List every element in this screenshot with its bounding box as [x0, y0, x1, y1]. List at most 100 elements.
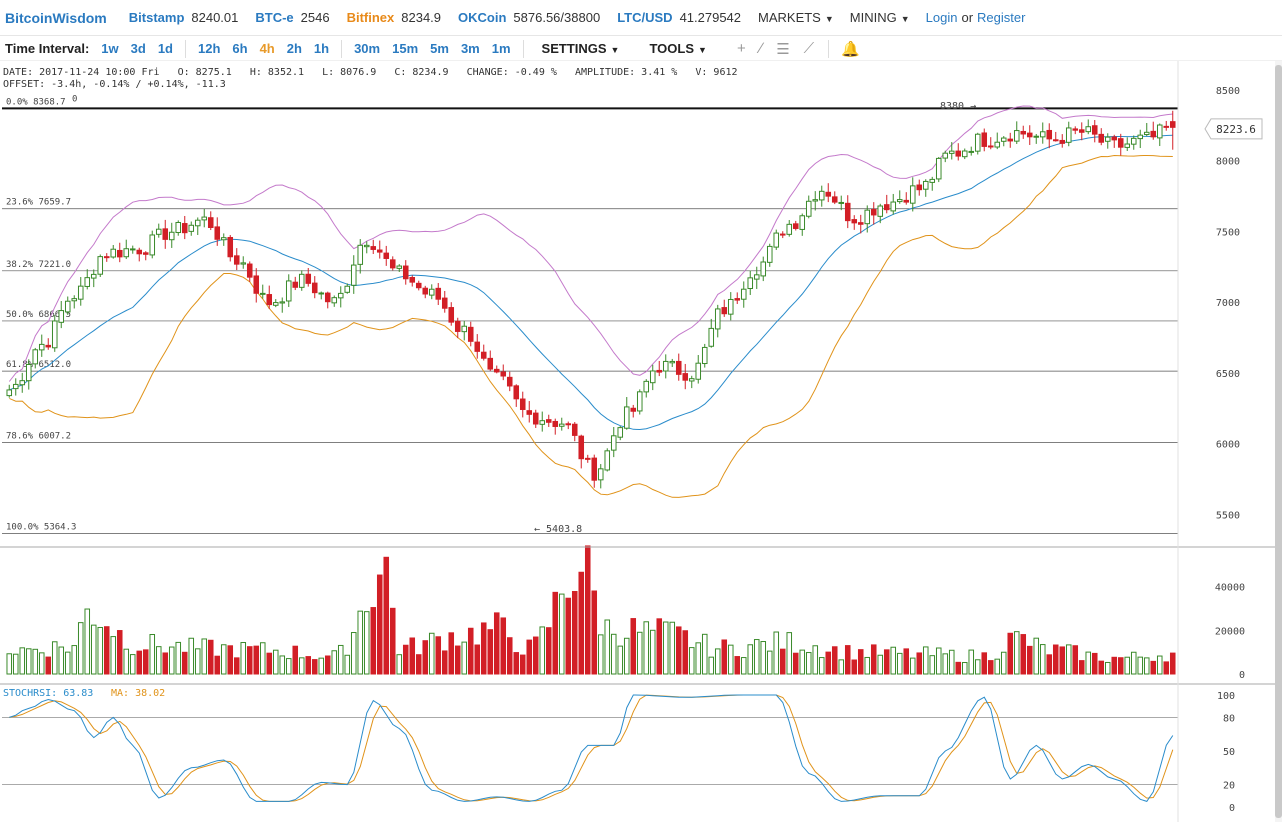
candle — [571, 422, 578, 442]
interval-4h[interactable]: 4h — [259, 41, 275, 56]
volume-bar — [409, 637, 416, 675]
lower-band-line — [9, 154, 1173, 498]
horizontal-lines-icon[interactable]: ☰ — [776, 40, 790, 58]
tools-label: TOOLS — [649, 41, 695, 56]
candle-body — [90, 273, 97, 279]
candle-body — [272, 302, 279, 306]
candle-body — [864, 209, 871, 225]
volume-bar — [1007, 632, 1014, 675]
volume-bar — [188, 637, 195, 675]
candle — [90, 269, 97, 288]
candle-body — [1059, 139, 1066, 144]
interval-12h[interactable]: 12h — [197, 41, 221, 56]
interval-6h[interactable]: 6h — [232, 41, 248, 56]
candle — [97, 254, 104, 277]
volume-bar — [474, 644, 481, 675]
candle — [604, 448, 611, 472]
volume-bar — [727, 644, 734, 675]
candle — [77, 277, 84, 306]
current-price-label: 8223.6 — [1216, 123, 1256, 136]
candle — [519, 391, 526, 418]
candle-body — [1020, 130, 1027, 135]
toolbar-divider — [828, 39, 830, 58]
interval-1h[interactable]: 1h — [313, 41, 330, 56]
exchange-name-ltc-usd[interactable]: LTC/USD — [617, 10, 673, 25]
candle-body — [396, 265, 403, 269]
rsi-tick-label: 50 — [1223, 747, 1235, 758]
candle-body — [513, 385, 520, 400]
candle-body — [610, 435, 617, 451]
volume-bar — [565, 597, 572, 675]
candle-body — [994, 141, 1001, 148]
volume-bar — [110, 636, 117, 675]
login-link[interactable]: Login — [925, 10, 958, 25]
interval-2h[interactable]: 2h — [286, 41, 302, 56]
candle-body — [435, 287, 442, 300]
price-tick-label: 6500 — [1216, 369, 1240, 380]
candle-body — [77, 285, 84, 300]
fib-tool-icon[interactable]: ⟋ — [803, 40, 815, 57]
candle-body — [38, 343, 45, 351]
candle — [188, 221, 195, 236]
mining-menu[interactable]: MINING ▼ — [850, 10, 910, 25]
candle — [194, 217, 201, 236]
volume-bar — [1046, 654, 1053, 675]
candle — [662, 354, 669, 379]
candle-body — [1124, 143, 1131, 148]
settings-dropdown[interactable]: SETTINGS ▼ — [542, 41, 620, 56]
volume-bar — [279, 655, 286, 675]
site-logo[interactable]: BitcoinWisdom — [5, 9, 107, 26]
volume-bar — [272, 649, 279, 675]
candle — [844, 195, 851, 229]
candle — [896, 190, 903, 204]
exchange-name-okcoin[interactable]: OKCoin — [458, 10, 507, 25]
candle — [584, 454, 591, 463]
candle — [428, 284, 435, 300]
volume-bar — [922, 646, 929, 675]
interval-3d[interactable]: 3d — [130, 41, 146, 56]
candle — [441, 290, 448, 313]
volume-bar — [123, 648, 130, 675]
candle — [1091, 120, 1098, 143]
volume-bars: 0 20000 40000 — [6, 545, 1245, 681]
interval-3m[interactable]: 3m — [460, 41, 480, 56]
interval-15m[interactable]: 15m — [392, 41, 419, 56]
scrollbar-thumb[interactable] — [1275, 65, 1282, 818]
interval-30m[interactable]: 30m — [354, 41, 381, 56]
candle — [220, 233, 227, 246]
volume-bar — [1000, 651, 1007, 675]
exchange-name-bitstamp[interactable]: Bitstamp — [128, 10, 185, 25]
candle-body — [1117, 138, 1124, 148]
moving-average-line — [9, 134, 1173, 431]
volume-bar — [12, 653, 19, 675]
volume-bar — [916, 652, 923, 675]
line-tool-icon[interactable]: ∕ — [759, 40, 763, 57]
interval-5m[interactable]: 5m — [430, 41, 449, 56]
volume-bar — [513, 652, 520, 675]
high-price-marker: 8380 → — [940, 101, 976, 112]
register-link[interactable]: Register — [977, 10, 1026, 25]
candle — [363, 241, 370, 254]
candle — [448, 302, 455, 326]
candles — [6, 110, 1176, 489]
candle-body — [97, 256, 104, 275]
candle-body — [727, 298, 734, 315]
bell-icon[interactable]: 🔔 — [841, 40, 860, 58]
candle — [955, 143, 962, 161]
candle-body — [389, 259, 396, 269]
markets-menu[interactable]: MARKETS ▼ — [758, 10, 834, 25]
exchange-name-bitfinex[interactable]: Bitfinex — [346, 10, 395, 25]
crosshair-icon[interactable]: + — [736, 40, 746, 57]
exchange-name-btc-e[interactable]: BTC-e — [255, 10, 294, 25]
volume-bar — [155, 646, 162, 675]
candle-body — [129, 248, 136, 251]
volume-bar — [350, 632, 357, 675]
candle — [357, 239, 364, 274]
candle-body — [701, 346, 708, 365]
interval-1d[interactable]: 1d — [157, 41, 173, 56]
interval-1m[interactable]: 1m — [491, 41, 511, 56]
tools-dropdown[interactable]: TOOLS ▼ — [649, 41, 706, 56]
interval-1w[interactable]: 1w — [101, 41, 119, 56]
volume-bar — [669, 621, 676, 675]
price-chart[interactable]: DATE: 2017-11-24 10:00 Fri O: 8275.1 H: … — [0, 61, 1282, 822]
